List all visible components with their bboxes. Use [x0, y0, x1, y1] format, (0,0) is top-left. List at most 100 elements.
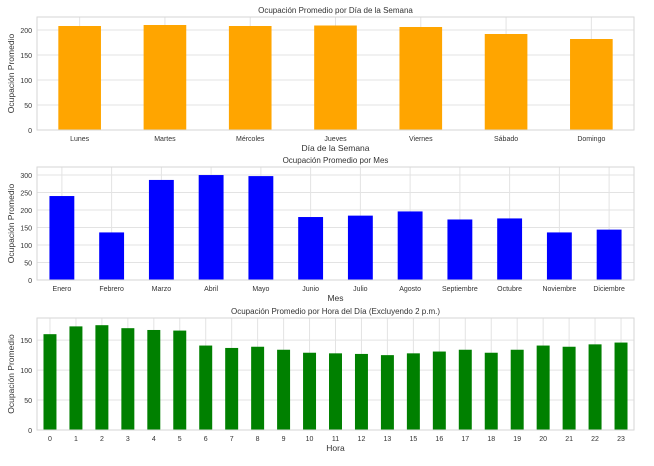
- x-tick-label: 18: [487, 436, 495, 443]
- x-axis-label: Día de la Semana: [301, 143, 369, 153]
- bar-sábado: [484, 34, 528, 130]
- x-tick-label: Martes: [154, 136, 176, 143]
- bar-12: [354, 353, 368, 430]
- bar-22: [588, 344, 602, 430]
- y-tick-label: 100: [20, 368, 32, 375]
- y-axis-label: Ocupación Promedio: [6, 184, 16, 264]
- bar-6: [199, 345, 213, 430]
- x-tick-label: Febrero: [99, 286, 124, 293]
- x-tick-label: Jueves: [324, 136, 347, 143]
- x-tick-label: Marzo: [152, 286, 172, 293]
- y-tick-label: 250: [20, 191, 32, 198]
- chart-title: Ocupación Promedio por Día de la Semana: [258, 6, 413, 15]
- x-tick-label: Viernes: [409, 136, 433, 143]
- y-axis-label: Ocupación Promedio: [6, 34, 16, 114]
- bar-13: [380, 355, 394, 430]
- bar-lunes: [58, 26, 101, 130]
- x-tick-label: 11: [332, 436, 339, 443]
- bar-domingo: [570, 39, 613, 130]
- x-tick-label: Lunes: [70, 136, 90, 143]
- bar-1: [69, 326, 83, 430]
- x-tick-label: 4: [152, 436, 156, 443]
- x-tick-label: 13: [384, 436, 392, 443]
- x-tick-label: 7: [230, 436, 234, 443]
- y-tick-label: 0: [28, 428, 32, 435]
- bar-viernes: [399, 27, 443, 130]
- bar-15: [406, 353, 420, 430]
- x-tick-label: 1: [74, 436, 78, 443]
- bar-16: [432, 351, 446, 430]
- x-tick-label: Mércoles: [236, 136, 265, 143]
- y-tick-label: 50: [24, 103, 32, 110]
- x-tick-label: Sábado: [494, 136, 518, 143]
- bar-10: [303, 352, 317, 430]
- y-tick-label: 200: [20, 28, 32, 35]
- axes-frame: [36, 166, 635, 281]
- bar-diciembre: [596, 229, 622, 280]
- bar-febrero: [99, 232, 125, 280]
- x-tick-label: Junio: [302, 286, 319, 293]
- bar-mayo: [248, 176, 274, 280]
- x-tick-label: 17: [461, 436, 469, 443]
- y-tick-label: 100: [20, 243, 32, 250]
- axes-frame: [36, 317, 635, 431]
- bar-2: [95, 325, 109, 430]
- chart-2: 0 50 100 150 200 250 300 Enero Febrero Marzo Abril…: [6, 156, 635, 303]
- bar-9: [277, 349, 291, 430]
- bar-julio: [347, 215, 373, 280]
- y-tick-label: 200: [20, 208, 32, 215]
- bar-abril: [198, 175, 224, 280]
- bar-octubre: [497, 218, 523, 280]
- bar-marzo: [148, 179, 174, 280]
- x-tick-label: Domingo: [577, 136, 605, 143]
- x-tick-label: 12: [358, 436, 366, 443]
- x-axis-label: Mes: [327, 293, 343, 303]
- bar-agosto: [397, 211, 423, 280]
- bar-jueves: [314, 25, 357, 130]
- x-tick-label: 21: [565, 436, 573, 443]
- y-tick-label: 300: [20, 173, 32, 180]
- chart-title: Ocupación Promedio por Hora del Día (Exc…: [231, 307, 440, 316]
- bar-noviembre: [546, 232, 572, 280]
- bar-21: [562, 346, 576, 430]
- x-tick-label: 3: [126, 436, 130, 443]
- bar-18: [484, 352, 498, 430]
- bar-20: [536, 345, 550, 430]
- bar-0: [43, 334, 57, 430]
- axes-frame: [36, 16, 635, 131]
- bar-septiembre: [447, 219, 473, 280]
- bar-23: [614, 342, 628, 430]
- x-tick-label: 9: [282, 436, 286, 443]
- x-tick-label: Agosto: [399, 286, 421, 293]
- bar-3: [121, 328, 135, 430]
- chart-1: 0 50 100 150 200 Lunes Martes Mércoles Jueves Vie…: [6, 6, 635, 153]
- y-tick-label: 150: [20, 338, 32, 345]
- x-tick-label: 6: [204, 436, 208, 443]
- bar-11: [329, 353, 342, 430]
- y-tick-label: 150: [20, 53, 32, 60]
- y-tick-label: 0: [28, 128, 32, 135]
- bar-martes: [143, 25, 187, 130]
- bar-17: [458, 349, 472, 430]
- x-axis-label: Hora: [326, 443, 345, 453]
- x-tick-label: 20: [539, 436, 547, 443]
- y-axis-label: Ocupación Promedio: [6, 334, 16, 414]
- y-tick-label: 100: [20, 78, 32, 85]
- chart-title: Ocupación Promedio por Mes: [283, 156, 389, 165]
- bar-4: [147, 329, 161, 430]
- bar-junio: [298, 217, 324, 280]
- x-tick-label: 8: [256, 436, 260, 443]
- y-tick-label: 50: [24, 261, 32, 268]
- y-tick-label: 0: [28, 278, 32, 285]
- x-tick-label: 15: [409, 436, 417, 443]
- bar-5: [173, 330, 187, 430]
- bar-7: [225, 347, 239, 430]
- y-tick-label: 50: [24, 398, 32, 405]
- x-tick-label: Julio: [353, 286, 368, 293]
- x-tick-label: 5: [178, 436, 182, 443]
- x-tick-label: Diciembre: [593, 286, 625, 293]
- bar-enero: [49, 196, 75, 280]
- x-tick-label: Septiembre: [442, 286, 478, 293]
- x-tick-label: 22: [591, 436, 599, 443]
